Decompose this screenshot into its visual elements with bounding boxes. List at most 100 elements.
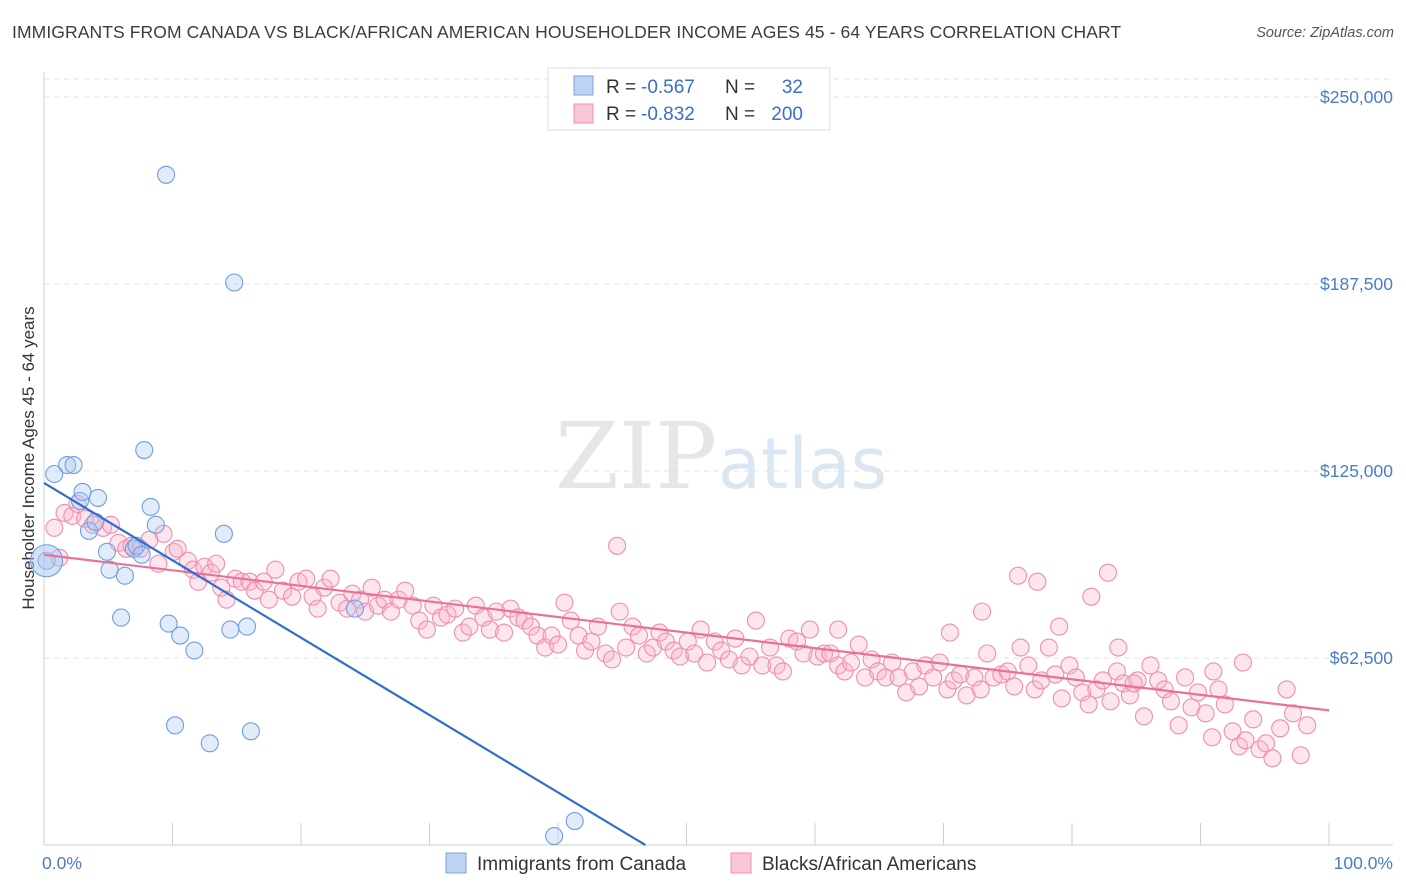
legend-swatch-canada (573, 75, 594, 96)
point-immigrants-from-canada (100, 560, 119, 579)
point-blacks-african-americans (617, 638, 636, 657)
point-blacks-african-americans (308, 599, 327, 618)
legend-r-label-2: R = (606, 104, 636, 125)
point-immigrants-from-canada (86, 512, 105, 531)
point-blacks-african-americans (494, 623, 514, 642)
point-blacks-african-americans (555, 593, 574, 612)
point-blacks-african-americans (629, 626, 649, 645)
series-legend: Immigrants from Canada Blacks/African Am… (445, 852, 976, 875)
point-blacks-african-americans (1109, 638, 1128, 657)
point-blacks-african-americans (521, 617, 541, 636)
x-tick-label-min: 0.0% (42, 853, 82, 873)
point-immigrants-from-canada-large (30, 544, 64, 578)
point-immigrants-from-canada (185, 641, 204, 660)
point-immigrants-from-canada (345, 599, 365, 618)
point-blacks-african-americans (446, 599, 465, 618)
y-tick-label: $125,000 (1320, 461, 1393, 481)
point-blacks-african-americans (800, 620, 819, 639)
point-blacks-african-americans (794, 644, 813, 663)
point-immigrants-from-canada (141, 497, 160, 516)
point-blacks-african-americans (753, 656, 772, 675)
point-blacks-african-americans (1087, 680, 1106, 699)
point-blacks-african-americans (207, 554, 226, 573)
point-blacks-african-americans (1005, 677, 1024, 696)
point-blacks-african-americans (417, 620, 436, 639)
point-immigrants-from-canada (214, 524, 233, 543)
point-immigrants-from-canada (97, 542, 117, 561)
point-blacks-african-americans (671, 647, 690, 666)
point-immigrants-from-canada (171, 626, 190, 645)
point-immigrants-from-canada (200, 734, 219, 753)
legend-r-value-1: -0.567 (641, 77, 695, 98)
point-blacks-african-americans (1066, 668, 1085, 687)
point-blacks-african-americans (542, 626, 561, 645)
y-tick-label: $62,500 (1330, 648, 1394, 668)
point-immigrants-from-canada (241, 722, 260, 741)
point-blacks-african-americans (168, 539, 187, 558)
point-blacks-african-americans (841, 653, 861, 672)
point-blacks-african-americans (1204, 662, 1223, 681)
point-blacks-african-americans (561, 611, 580, 630)
gridlines (44, 78, 1393, 659)
x-tick-label-max: 100.0% (1334, 853, 1393, 873)
point-immigrants-from-canada (58, 455, 77, 475)
point-blacks-african-americans (351, 590, 370, 609)
point-immigrants-from-canada (545, 826, 564, 846)
point-blacks-african-americans (740, 647, 759, 666)
point-immigrants-from-canada (79, 521, 99, 540)
point-immigrants-from-canada (237, 617, 257, 636)
point-blacks-african-americans (1098, 563, 1118, 582)
point-blacks-african-americans (273, 581, 293, 600)
point-blacks-african-americans (1188, 683, 1207, 702)
point-blacks-african-americans (548, 635, 568, 654)
point-immigrants-from-canada (88, 488, 108, 507)
point-blacks-african-americans (698, 653, 717, 672)
point-immigrants-from-canada (146, 515, 165, 534)
point-blacks-african-americans (1203, 728, 1222, 747)
bottom-legend-label-black: Blacks/African Americans (762, 854, 976, 875)
point-blacks-african-americans (971, 680, 990, 699)
legend-r-value-2: -0.832 (641, 104, 695, 125)
point-blacks-african-americans (117, 539, 136, 558)
y-tick-label: $187,500 (1320, 274, 1393, 294)
point-blacks-african-americans (849, 635, 868, 654)
point-blacks-african-americans (1079, 695, 1098, 714)
point-blacks-african-americans (1244, 710, 1263, 729)
watermark-zip: ZIP (555, 403, 717, 510)
point-blacks-african-americans (938, 680, 957, 699)
point-blacks-african-americans (1019, 656, 1038, 675)
trend-lines (43, 482, 1330, 846)
point-blacks-african-americans (1052, 689, 1071, 708)
bottom-legend-swatch-black (730, 852, 752, 874)
point-blacks-african-americans (1196, 704, 1215, 723)
point-immigrants-from-canada (166, 716, 185, 735)
point-blacks-african-americans (575, 641, 595, 660)
point-blacks-african-americans (480, 620, 499, 639)
point-blacks-african-americans (910, 677, 929, 696)
point-blacks-african-americans (940, 623, 959, 642)
legend-swatch-black (573, 103, 594, 124)
point-immigrants-from-canada (225, 273, 244, 292)
point-immigrants-from-canada (565, 812, 584, 831)
point-blacks-african-americans (876, 668, 895, 687)
stats-legend: R = -0.567 N = 32 R = -0.832 N = 200 (547, 67, 831, 131)
point-blacks-african-americans (1082, 587, 1101, 606)
point-blacks-african-americans (202, 563, 221, 582)
point-immigrants-from-canada (159, 614, 178, 633)
series-immigrants-from-canada (30, 165, 584, 846)
point-blacks-african-americans (1298, 716, 1317, 735)
point-immigrants-from-canada (64, 455, 83, 475)
y-tick-labels: $62,500 $125,000 $187,500 $250,000 (1320, 87, 1393, 668)
legend-n-label-1: N = (725, 77, 755, 98)
point-blacks-african-americans (1011, 638, 1030, 657)
trend-line-immigrants-from-canada (43, 482, 646, 846)
point-blacks-african-americans (1215, 695, 1234, 714)
watermark-atlas: atlas (718, 423, 887, 505)
point-blacks-african-americans (1277, 680, 1296, 699)
point-blacks-african-americans (1124, 674, 1143, 693)
point-blacks-african-americans (1291, 746, 1310, 765)
point-immigrants-from-canada (112, 608, 131, 627)
point-blacks-african-americans (1008, 566, 1028, 585)
point-blacks-african-americans (1271, 719, 1290, 738)
bottom-legend-label-canada: Immigrants from Canada (477, 854, 687, 875)
